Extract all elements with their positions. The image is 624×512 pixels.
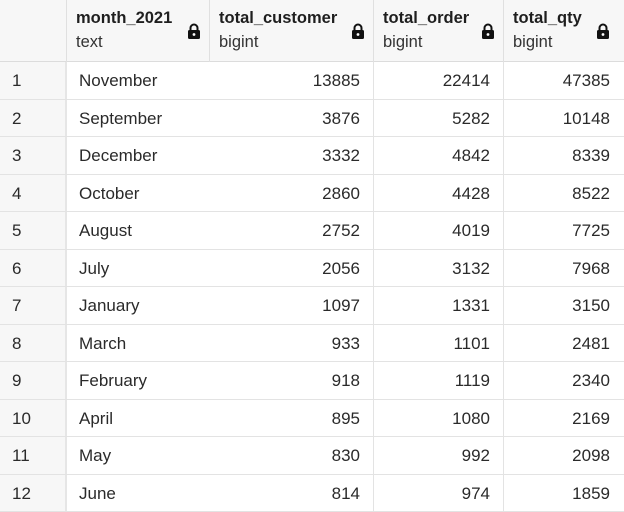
lock-icon <box>187 23 201 40</box>
cell-total-customer[interactable]: 933 <box>214 325 360 363</box>
cell-month-2021[interactable]: August <box>79 212 204 250</box>
cell-total-order[interactable]: 1119 <box>378 362 490 400</box>
cell-total-qty[interactable]: 10148 <box>508 100 610 138</box>
table-row[interactable]: 6 July 2056 3132 7968 <box>0 250 624 288</box>
table-row[interactable]: 4 October 2860 4428 8522 <box>0 175 624 213</box>
row-number: 7 <box>12 287 52 325</box>
cell-total-customer[interactable]: 3332 <box>214 137 360 175</box>
cell-total-qty[interactable]: 2098 <box>508 437 610 475</box>
cell-total-order[interactable]: 4842 <box>378 137 490 175</box>
row-number: 8 <box>12 325 52 363</box>
cell-total-qty[interactable]: 1859 <box>508 475 610 512</box>
grid-header: month_2021 text total_customer bigint to… <box>0 0 624 62</box>
cell-month-2021[interactable]: February <box>79 362 204 400</box>
cell-total-order[interactable]: 4019 <box>378 212 490 250</box>
column-header-total-qty[interactable]: total_qty bigint <box>504 0 624 62</box>
cell-month-2021[interactable]: January <box>79 287 204 325</box>
cell-total-customer[interactable]: 830 <box>214 437 360 475</box>
cell-total-customer[interactable]: 814 <box>214 475 360 512</box>
cell-total-customer[interactable]: 1097 <box>214 287 360 325</box>
cell-total-qty[interactable]: 47385 <box>508 62 610 100</box>
lock-icon <box>596 23 610 40</box>
row-number: 5 <box>12 212 52 250</box>
cell-total-customer[interactable]: 3876 <box>214 100 360 138</box>
table-row[interactable]: 12 June 814 974 1859 <box>0 475 624 512</box>
cell-total-qty[interactable]: 2169 <box>508 400 610 438</box>
cell-total-qty[interactable]: 3150 <box>508 287 610 325</box>
cell-total-order[interactable]: 4428 <box>378 175 490 213</box>
cell-total-customer[interactable]: 2860 <box>214 175 360 213</box>
cell-total-qty[interactable]: 2340 <box>508 362 610 400</box>
cell-total-customer[interactable]: 2752 <box>214 212 360 250</box>
row-number: 12 <box>12 475 52 512</box>
column-header-total-customer[interactable]: total_customer bigint <box>210 0 374 62</box>
table-row[interactable]: 5 August 2752 4019 7725 <box>0 212 624 250</box>
cell-month-2021[interactable]: March <box>79 325 204 363</box>
cell-total-order[interactable]: 1331 <box>378 287 490 325</box>
table-row[interactable]: 8 March 933 1101 2481 <box>0 325 624 363</box>
cell-month-2021[interactable]: May <box>79 437 204 475</box>
column-name: month_2021 <box>76 9 172 28</box>
row-number: 2 <box>12 100 52 138</box>
cell-total-qty[interactable]: 7725 <box>508 212 610 250</box>
table-row[interactable]: 3 December 3332 4842 8339 <box>0 137 624 175</box>
cell-total-order[interactable]: 974 <box>378 475 490 512</box>
lock-icon <box>481 23 495 40</box>
table-row[interactable]: 9 February 918 1119 2340 <box>0 362 624 400</box>
table-row[interactable]: 11 May 830 992 2098 <box>0 437 624 475</box>
cell-total-order[interactable]: 992 <box>378 437 490 475</box>
cell-total-order[interactable]: 1101 <box>378 325 490 363</box>
cell-total-qty[interactable]: 8339 <box>508 137 610 175</box>
cell-total-qty[interactable]: 8522 <box>508 175 610 213</box>
cell-month-2021[interactable]: December <box>79 137 204 175</box>
row-number: 1 <box>12 62 52 100</box>
lock-icon <box>351 23 365 40</box>
cell-month-2021[interactable]: April <box>79 400 204 438</box>
cell-month-2021[interactable]: October <box>79 175 204 213</box>
table-row[interactable]: 10 April 895 1080 2169 <box>0 400 624 438</box>
cell-month-2021[interactable]: November <box>79 62 204 100</box>
cell-total-customer[interactable]: 13885 <box>214 62 360 100</box>
cell-month-2021[interactable]: July <box>79 250 204 288</box>
cell-total-order[interactable]: 3132 <box>378 250 490 288</box>
column-name: total_order <box>383 9 469 28</box>
row-number: 10 <box>12 400 52 438</box>
cell-month-2021[interactable]: September <box>79 100 204 138</box>
row-number: 6 <box>12 250 52 288</box>
column-type: bigint <box>219 33 258 52</box>
cell-total-order[interactable]: 22414 <box>378 62 490 100</box>
column-name: total_qty <box>513 9 582 28</box>
column-type: bigint <box>383 33 422 52</box>
row-number: 3 <box>12 137 52 175</box>
table-row[interactable]: 1 November 13885 22414 47385 <box>0 62 624 100</box>
cell-total-customer[interactable]: 2056 <box>214 250 360 288</box>
column-type: text <box>76 33 103 52</box>
column-type: bigint <box>513 33 552 52</box>
row-number: 9 <box>12 362 52 400</box>
cell-total-customer[interactable]: 895 <box>214 400 360 438</box>
cell-total-qty[interactable]: 7968 <box>508 250 610 288</box>
row-number-header <box>0 0 67 62</box>
cell-total-customer[interactable]: 918 <box>214 362 360 400</box>
row-number: 11 <box>12 437 52 475</box>
table-row[interactable]: 7 January 1097 1331 3150 <box>0 287 624 325</box>
cell-month-2021[interactable]: June <box>79 475 204 512</box>
column-header-total-order[interactable]: total_order bigint <box>374 0 504 62</box>
cell-total-qty[interactable]: 2481 <box>508 325 610 363</box>
cell-total-order[interactable]: 5282 <box>378 100 490 138</box>
column-name: total_customer <box>219 9 337 28</box>
table-row[interactable]: 2 September 3876 5282 10148 <box>0 100 624 138</box>
column-header-month-2021[interactable]: month_2021 text <box>67 0 210 62</box>
cell-total-order[interactable]: 1080 <box>378 400 490 438</box>
row-number: 4 <box>12 175 52 213</box>
